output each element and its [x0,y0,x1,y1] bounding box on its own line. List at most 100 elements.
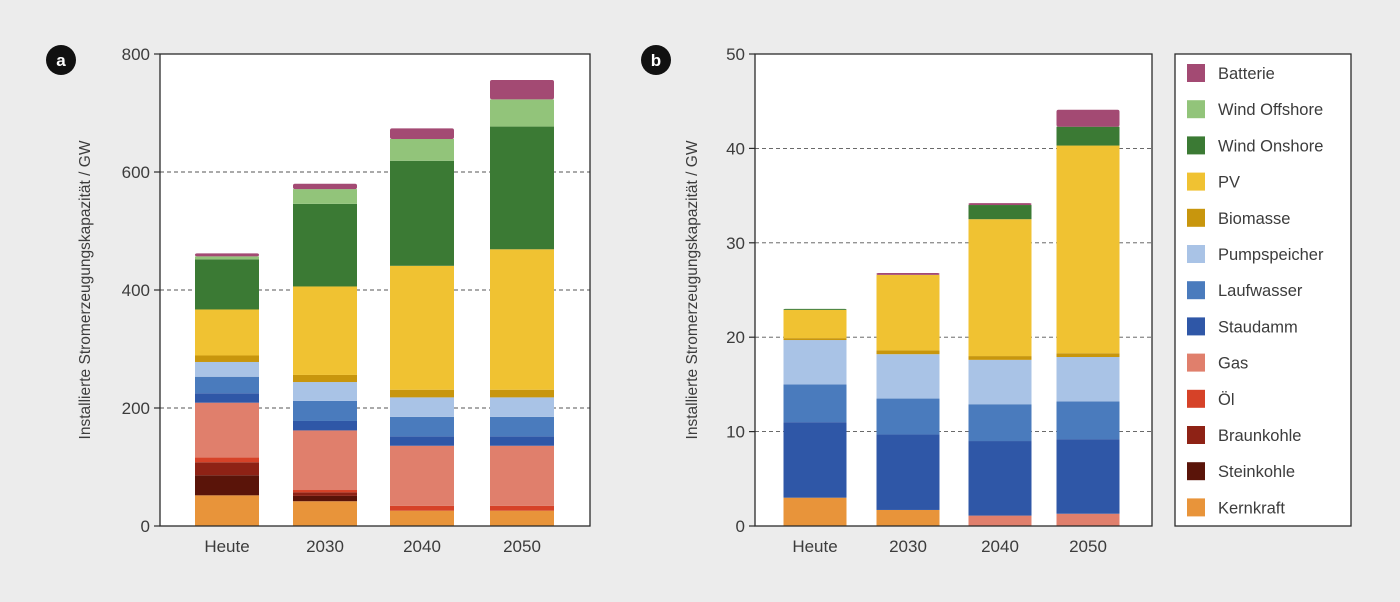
bar-segment-kernkraft [490,510,554,526]
bar-segment-staudamm [195,393,259,403]
bar-segment-biomasse [390,389,454,398]
legend-label: Staudamm [1218,318,1298,336]
x-tick-label: 2040 [981,537,1019,556]
legend-swatch [1187,317,1205,336]
bar-segment-laufwasser [1056,401,1120,440]
bar-segment-laufwasser [490,416,554,437]
x-tick-label: 2050 [1069,537,1107,556]
legend-label: Gas [1218,355,1248,373]
y-tick-label: 10 [726,423,745,442]
y-tick-label: 0 [141,517,150,536]
legend-label: Pumpspeicher [1218,246,1324,264]
bar-segment-biomasse [876,350,940,355]
legend-swatch [1187,100,1205,119]
legend-swatch [1187,353,1205,372]
legend-swatch [1187,426,1205,444]
legend-label: Wind Onshore [1218,137,1323,155]
bar-segment-steinkohle [293,495,357,502]
bar-segment-pv [783,309,847,339]
y-tick-label: 20 [726,328,745,347]
x-tick-label: Heute [792,537,837,556]
bar-segment-biomasse [968,356,1032,360]
bar-segment-wind-onshore [490,126,554,250]
legend-swatch [1187,498,1205,517]
bar-segment-kernkraft [195,495,259,526]
legend-label: Kernkraft [1218,499,1285,517]
legend-item: Gas [1187,353,1248,373]
bar-segment-gas [195,402,259,458]
legend-swatch [1187,64,1205,82]
bar-segment-braunkohle [293,492,357,496]
bar-segment-pv [968,219,1032,357]
bar-segment-gas [968,515,1032,526]
bar-segment-pv [1056,145,1120,354]
legend-label: Braunkohle [1218,427,1301,445]
chart-panel-a: Heute 2030 2040 2050 0 200 400 600 800 Installier… [46,45,591,556]
legend-item: Pumpspeicher [1187,245,1324,264]
x-tick-label: 2050 [503,537,541,556]
legend-label: Batterie [1218,65,1275,83]
bar-segment-pv [876,274,940,351]
bar-segment-laufwasser [876,398,940,435]
legend-item: Laufwasser [1187,281,1303,300]
bar-segment-batterie [195,253,259,257]
bar-segment-kernkraft [293,501,357,526]
bar-segment-pumpspeicher [195,361,259,377]
bar-segment-pumpspeicher [390,397,454,417]
legend-label: Wind Offshore [1218,101,1323,119]
bar-segment-wind-offshore [195,256,259,260]
bar-segment-laufwasser [783,384,847,423]
panel-badge [46,45,76,75]
bar-segment-wind-onshore [293,203,357,287]
legend-item: Kernkraft [1187,498,1285,517]
bar-segment-laufwasser [390,416,454,437]
legend-swatch [1187,208,1205,227]
panel-label: b [651,51,661,70]
bar-segment-staudamm [293,420,357,431]
bar-segment-biomasse [1056,353,1120,358]
bar-segment-oel [390,505,454,511]
bar-segment-pumpspeicher [490,397,554,417]
bar-segment-staudamm [783,422,847,498]
legend-swatch [1187,281,1205,300]
bar-segment-wind-onshore [783,308,847,310]
bar-segment-batterie [876,273,940,275]
x-tick-label: 2030 [306,537,344,556]
y-tick-label: 40 [726,139,745,158]
legend: Batterie Wind Offshore Wind Onshore PV Bioma… [1174,53,1352,527]
bar-segment-laufwasser [293,400,357,421]
bar-segment-pv [293,286,357,375]
legend-item: Wind Onshore [1187,136,1323,155]
bar-segment-laufwasser [968,404,1032,442]
bar-segment-staudamm [876,434,940,510]
bar-segment-staudamm [1056,439,1120,514]
bar-segment-pumpspeicher [293,382,357,401]
y-tick-label: 0 [736,517,745,536]
bar-segment-biomasse [490,389,554,398]
legend-item: Staudamm [1187,317,1298,336]
bar-segment-laufwasser [195,376,259,394]
bar-segment-staudamm [968,441,1032,516]
bar-segment-wind-offshore [390,138,454,161]
bar-segment-batterie [390,128,454,139]
bar-segment-batterie [293,183,357,190]
bar-segment-oel [195,457,259,463]
x-tick-label: 2030 [889,537,927,556]
bar-segment-gas [1056,513,1120,526]
bar-segment-wind-onshore [195,259,259,310]
chart-panel-b: Heute 2030 2040 205001020304050Installierte… [641,45,1153,556]
bar-segment-pumpspeicher [783,340,847,385]
bar-segment-kernkraft [783,497,847,526]
bar-segment-wind-onshore [1056,126,1120,146]
bar-segment-kernkraft [876,509,940,526]
y-tick-label: 50 [726,45,745,64]
bar-segment-wind-offshore [293,189,357,204]
panel-label: a [56,51,66,70]
bar-segment-wind-onshore [390,160,454,266]
bar-segment-pumpspeicher [1056,357,1120,402]
bar-segment-wind-offshore [490,99,554,127]
bar-segment-pv [195,309,259,356]
legend-label: Öl [1218,391,1235,409]
